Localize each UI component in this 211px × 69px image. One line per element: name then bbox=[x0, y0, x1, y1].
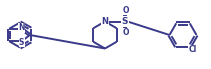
Text: O: O bbox=[122, 28, 129, 37]
Text: N: N bbox=[101, 16, 108, 26]
Text: O: O bbox=[122, 6, 129, 15]
Text: S: S bbox=[122, 17, 128, 26]
Text: S: S bbox=[19, 38, 24, 47]
Text: Cl: Cl bbox=[189, 45, 197, 54]
Text: N: N bbox=[18, 23, 25, 32]
